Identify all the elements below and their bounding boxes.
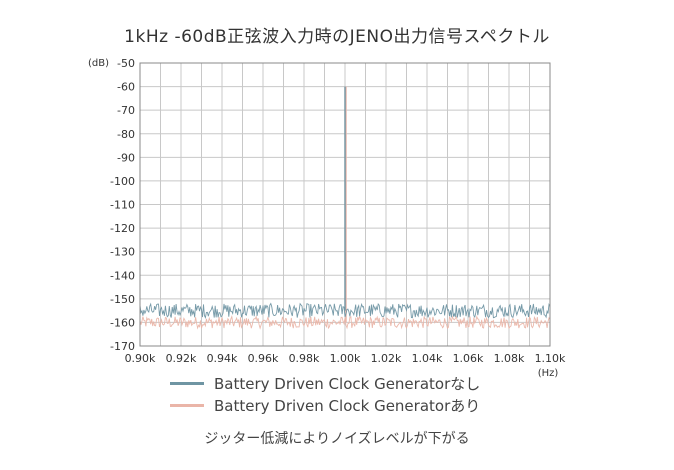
x-axis-unit: (Hz)	[538, 368, 559, 379]
y-tick-label: -120	[110, 222, 135, 235]
x-tick-label: 0.98k	[289, 352, 320, 365]
series-group	[139, 86, 551, 330]
legend-swatch-without	[170, 381, 204, 385]
y-tick-label: -150	[110, 293, 135, 306]
legend-entry-without: Battery Driven Clock Generatorなし	[170, 372, 480, 394]
y-tick-label: -70	[117, 104, 135, 117]
y-tick-label: -60	[117, 81, 135, 94]
y-tick-label: -160	[110, 316, 135, 329]
x-tick-label: 1.04k	[412, 352, 443, 365]
x-tick-label: 1.10k	[535, 352, 566, 365]
x-tick-label: 1.00k	[330, 352, 361, 365]
y-tick-label: -130	[110, 246, 135, 259]
x-tick-label: 0.94k	[207, 352, 238, 365]
y-tick-label: -100	[110, 175, 135, 188]
legend: Battery Driven Clock Generatorなし Battery…	[170, 372, 480, 416]
y-tick-label: -80	[117, 128, 135, 141]
y-tick-label: -50	[117, 57, 135, 70]
x-tick-labels: 0.90k 0.92k 0.94k 0.96k 0.98k 1.00k 1.02k 1.04k…	[125, 352, 566, 365]
chart-title: 1kHz -60dB正弦波入力時のJENO出力信号スペクトル	[124, 27, 550, 47]
series-line-0	[139, 302, 551, 320]
y-tick-label: -110	[110, 199, 135, 212]
y-axis-label: (dB)	[88, 58, 109, 69]
y-tick-label: -170	[110, 340, 135, 353]
x-tick-label: 0.90k	[125, 352, 156, 365]
legend-swatch-with	[170, 403, 204, 407]
x-tick-label: 1.06k	[453, 352, 484, 365]
x-tick-label: 1.02k	[371, 352, 402, 365]
plot-frame	[139, 62, 551, 347]
legend-label-with: Battery Driven Clock Generatorあり	[214, 396, 481, 415]
chart-caption: ジッター低減によりノイズレベルが下がる	[204, 431, 470, 447]
x-tick-label: 0.96k	[248, 352, 279, 365]
y-tick-label: -90	[117, 151, 135, 164]
y-tick-labels: -50 -60 -70 -80 -90 -100 -110 -120 -130 -140 -150 -…	[110, 57, 135, 353]
y-tick-label: -140	[110, 269, 135, 282]
x-tick-label: 0.92k	[166, 352, 197, 365]
series-line-1	[139, 314, 551, 330]
x-tick-label: 1.08k	[494, 352, 525, 365]
legend-label-without: Battery Driven Clock Generatorなし	[214, 374, 481, 393]
legend-entry-with: Battery Driven Clock Generatorあり	[170, 394, 480, 416]
